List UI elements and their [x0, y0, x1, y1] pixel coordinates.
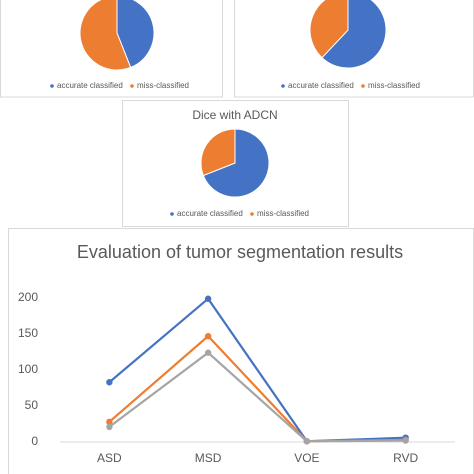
x-tick-label: ASD: [97, 451, 122, 465]
marker: [303, 438, 311, 445]
marker: [106, 418, 113, 426]
y-tick-label: 150: [18, 326, 38, 340]
y-tick-label: 0: [31, 434, 38, 448]
panel: [8, 228, 474, 474]
legend-label: miss-classified: [368, 81, 420, 90]
legend-label: accurate classified: [57, 81, 123, 90]
legend-label: accurate classified: [288, 81, 354, 90]
y-tick-label: 50: [25, 398, 39, 412]
marker: [204, 295, 212, 302]
legend-swatch: [250, 212, 254, 216]
marker: [402, 437, 409, 444]
y-tick-label: 100: [18, 362, 38, 376]
pie-slice: [200, 128, 236, 177]
pie-slice: [309, 0, 349, 59]
chart-title: Dice with ADCN: [192, 108, 277, 122]
legend-swatch: [281, 84, 285, 88]
legend-swatch: [170, 212, 174, 216]
legend-label: accurate classified: [177, 209, 243, 218]
legend-swatch: [361, 84, 365, 88]
y-tick-label: 200: [18, 290, 38, 304]
x-tick-label: VOE: [294, 451, 319, 465]
chart-title: Evaluation of tumor segmentation results: [77, 242, 403, 262]
legend-label: miss-classified: [257, 209, 309, 218]
pie-slice: [321, 0, 387, 69]
legend-label: miss-classified: [137, 81, 189, 90]
pie-slice: [116, 0, 155, 69]
pie-slice: [202, 128, 270, 198]
marker: [204, 349, 212, 356]
x-tick-label: MSD: [195, 451, 222, 465]
marker: [106, 379, 113, 386]
pie-slice: [79, 0, 132, 71]
marker: [106, 423, 113, 431]
line: [108, 351, 406, 443]
legend-swatch: [130, 84, 134, 88]
legend-swatch: [50, 84, 54, 88]
marker: [204, 332, 212, 340]
x-tick-label: RVD: [393, 451, 418, 465]
